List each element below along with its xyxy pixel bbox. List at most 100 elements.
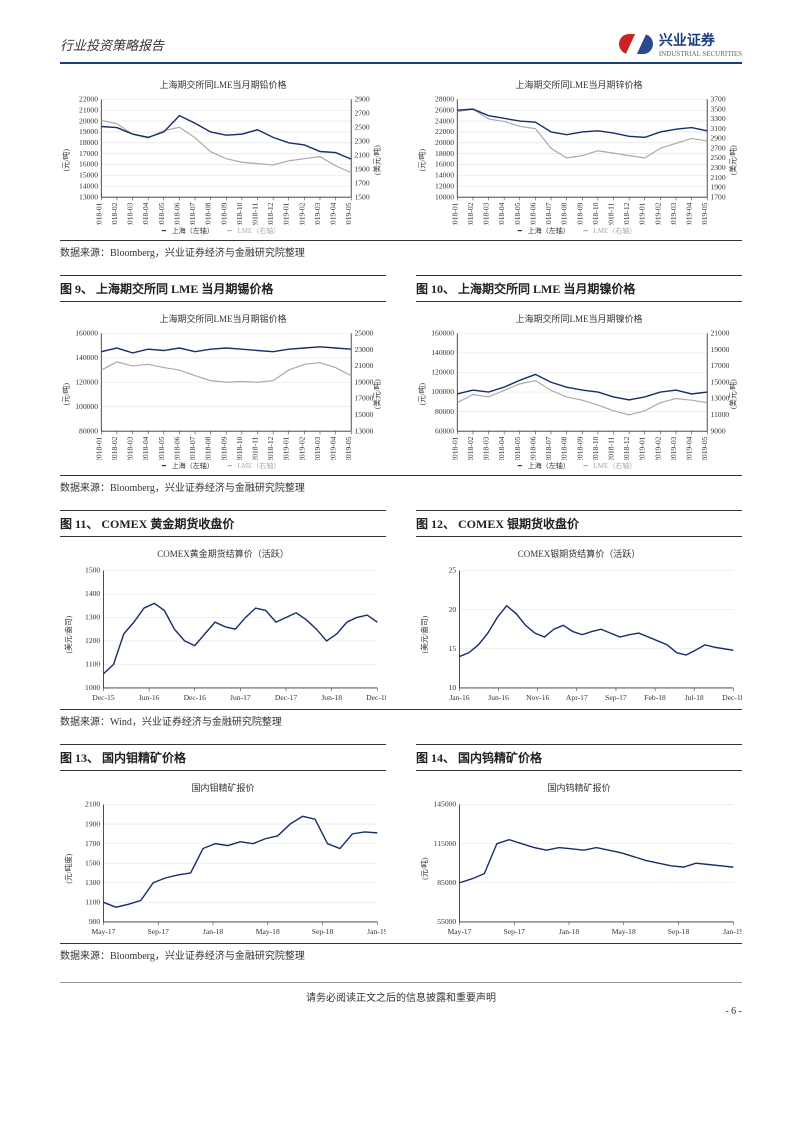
svg-text:100000: 100000 xyxy=(431,388,454,397)
svg-text:2018-11: 2018-11 xyxy=(606,202,615,225)
svg-text:Sep-17: Sep-17 xyxy=(503,927,525,936)
svg-text:2018-10: 2018-10 xyxy=(235,437,244,460)
svg-text:120000: 120000 xyxy=(75,378,98,387)
svg-text:2018-06: 2018-06 xyxy=(528,202,537,225)
svg-text:Sep-17: Sep-17 xyxy=(147,927,169,936)
chart-nickel: 上海期交所同LME当月期镍价格 600008000010000012000014… xyxy=(416,312,742,470)
svg-text:2018-05: 2018-05 xyxy=(513,202,522,225)
svg-text:2100: 2100 xyxy=(354,150,369,159)
svg-text:2019-01: 2019-01 xyxy=(282,437,291,460)
svg-text:(元/吨): (元/吨) xyxy=(61,149,71,172)
svg-text:2018-01: 2018-01 xyxy=(94,437,103,460)
svg-text:1000: 1000 xyxy=(85,683,100,692)
svg-text:60000: 60000 xyxy=(435,427,454,436)
svg-text:2018-11: 2018-11 xyxy=(250,437,259,460)
svg-text:2019-05: 2019-05 xyxy=(344,202,353,225)
svg-text:140000: 140000 xyxy=(75,353,98,362)
svg-text:25000: 25000 xyxy=(354,329,373,338)
svg-text:21000: 21000 xyxy=(79,105,98,114)
svg-text:2018-04: 2018-04 xyxy=(141,437,150,460)
svg-text:13000: 13000 xyxy=(354,427,373,436)
svg-text:May-17: May-17 xyxy=(447,927,471,936)
svg-text:9000: 9000 xyxy=(710,427,725,436)
svg-text:(元/吨): (元/吨) xyxy=(417,383,427,406)
svg-text:21000: 21000 xyxy=(710,329,729,338)
report-type: 行业投资策略报告 xyxy=(60,35,164,54)
legend: ━ 上海（左轴） ━ LME（右轴） xyxy=(60,461,386,471)
chart-tungsten: 国内钨精矿报价 5500085000115000145000May-17Sep-… xyxy=(416,781,742,939)
svg-text:3300: 3300 xyxy=(710,114,725,123)
svg-text:3500: 3500 xyxy=(710,104,725,113)
svg-text:Sep-18: Sep-18 xyxy=(668,927,690,936)
svg-text:14000: 14000 xyxy=(435,171,454,180)
page-number: - 6 - xyxy=(60,1006,742,1017)
svg-text:13000: 13000 xyxy=(710,394,729,403)
svg-text:2019-04: 2019-04 xyxy=(329,202,338,225)
source-1: 数据来源：Bloomberg，兴业证券经济与金融研究院整理 xyxy=(60,240,742,259)
svg-text:2018-07: 2018-07 xyxy=(544,202,553,225)
chart-svg: 6000080000100000120000140000160000900011… xyxy=(416,329,742,459)
svg-text:2018-06: 2018-06 xyxy=(172,437,181,460)
chart-tin: 上海期交所同LME当月期锡价格 800001000001200001400001… xyxy=(60,312,386,470)
svg-text:2018-04: 2018-04 xyxy=(497,437,506,460)
svg-text:Jun-18: Jun-18 xyxy=(321,693,342,702)
svg-text:1200: 1200 xyxy=(85,636,100,645)
svg-text:900: 900 xyxy=(89,917,101,926)
fig-caption-12: 图 12、 COMEX 银期货收盘价 xyxy=(416,510,742,537)
chart-row-4: 国内钼精矿报价 900110013001500170019002100May-1… xyxy=(60,781,742,939)
svg-text:1300: 1300 xyxy=(85,878,100,887)
fig-caption-9: 图 9、 上海期交所同 LME 当月期锡价格 xyxy=(60,275,386,302)
svg-text:14000: 14000 xyxy=(79,181,98,190)
svg-text:85000: 85000 xyxy=(437,878,456,887)
svg-text:13000: 13000 xyxy=(79,192,98,201)
svg-text:2500: 2500 xyxy=(710,153,725,162)
svg-text:18000: 18000 xyxy=(435,149,454,158)
svg-text:(美元/吨): (美元/吨) xyxy=(727,379,737,409)
svg-text:55000: 55000 xyxy=(437,917,456,926)
legend: ━ 上海（左轴） ━ LME（右轴） xyxy=(60,226,386,236)
svg-text:2019-04: 2019-04 xyxy=(685,202,694,225)
svg-text:2500: 2500 xyxy=(354,122,369,131)
svg-text:160000: 160000 xyxy=(431,329,454,338)
chart-svg: 5500085000115000145000May-17Sep-17Jan-18… xyxy=(416,798,742,939)
source-4: 数据来源：Bloomberg，兴业证券经济与金融研究院整理 xyxy=(60,943,742,962)
chart-svg: 10152025Jan-16Jun-16Nov-16Apr-17Sep-17Fe… xyxy=(416,564,742,705)
svg-text:18000: 18000 xyxy=(79,138,98,147)
svg-text:2018-10: 2018-10 xyxy=(591,437,600,460)
svg-text:2018-10: 2018-10 xyxy=(235,202,244,225)
svg-text:24000: 24000 xyxy=(435,116,454,125)
svg-text:2019-02: 2019-02 xyxy=(297,202,306,225)
svg-text:2018-06: 2018-06 xyxy=(528,437,537,460)
svg-text:20000: 20000 xyxy=(79,116,98,125)
svg-text:16000: 16000 xyxy=(79,160,98,169)
svg-text:1400: 1400 xyxy=(85,589,100,598)
svg-text:10: 10 xyxy=(449,683,457,692)
svg-text:15000: 15000 xyxy=(79,171,98,180)
svg-text:Sep-18: Sep-18 xyxy=(312,927,334,936)
svg-text:115000: 115000 xyxy=(434,839,457,848)
chart-silver: COMEX银期货结算价（活跃） 10152025Jan-16Jun-16Nov-… xyxy=(416,547,742,705)
page-header: 行业投资策略报告 兴业证券 INDUSTRIAL SECURITIES xyxy=(60,30,742,64)
svg-text:2018-11: 2018-11 xyxy=(606,437,615,460)
svg-text:Dec-18: Dec-18 xyxy=(366,693,386,702)
svg-text:1900: 1900 xyxy=(710,183,725,192)
svg-text:Jun-16: Jun-16 xyxy=(488,693,509,702)
svg-text:2018-06: 2018-06 xyxy=(172,202,181,225)
svg-text:2018-04: 2018-04 xyxy=(141,202,150,225)
svg-text:2018-08: 2018-08 xyxy=(560,202,569,225)
svg-text:145000: 145000 xyxy=(433,800,456,809)
svg-text:2019-03: 2019-03 xyxy=(313,202,322,225)
svg-text:120000: 120000 xyxy=(431,368,454,377)
svg-text:3700: 3700 xyxy=(710,95,725,104)
svg-text:23000: 23000 xyxy=(354,345,373,354)
svg-text:2019-01: 2019-01 xyxy=(282,202,291,225)
svg-text:2100: 2100 xyxy=(85,800,100,809)
svg-text:May-17: May-17 xyxy=(91,927,115,936)
svg-text:11000: 11000 xyxy=(710,410,729,419)
svg-text:2900: 2900 xyxy=(354,95,369,104)
chart-lead: 上海期交所同LME当月期铅价格 130001400015000160001700… xyxy=(60,78,386,236)
svg-text:100000: 100000 xyxy=(75,402,98,411)
svg-text:2019-03: 2019-03 xyxy=(313,437,322,460)
svg-text:(美元/盎司): (美元/盎司) xyxy=(419,615,429,653)
svg-text:Jun-17: Jun-17 xyxy=(230,693,251,702)
